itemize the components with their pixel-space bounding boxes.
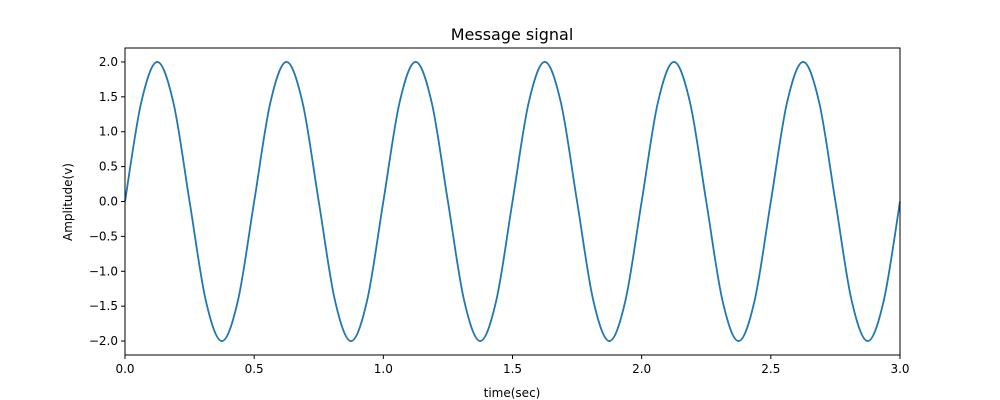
x-tick-label: 0.0 <box>115 362 134 376</box>
y-tick-label: 1.5 <box>99 90 118 104</box>
y-tick-label: 1.0 <box>99 125 118 139</box>
y-tick-label: 0.5 <box>99 160 118 174</box>
y-axis: 2.0 1.5 1.0 0.5 0.0 −0.5 −1.0 −1.5 −2.0 <box>89 55 125 348</box>
x-tick-label: 1.5 <box>503 362 522 376</box>
x-axis-label: time(sec) <box>484 386 541 400</box>
x-tick-label: 3.0 <box>890 362 909 376</box>
y-axis-label: Amplitude(v) <box>61 163 75 241</box>
x-tick-label: 1.0 <box>374 362 393 376</box>
y-tick-label: −1.0 <box>89 264 118 278</box>
y-tick-label: −2.0 <box>89 334 118 348</box>
series-line-0 <box>124 61 901 342</box>
x-tick-label: 2.0 <box>632 362 651 376</box>
y-tick-label: −1.5 <box>89 299 118 313</box>
x-tick-label: 2.5 <box>761 362 780 376</box>
plot-area <box>124 61 901 342</box>
chart-title: Message signal <box>451 25 574 44</box>
y-tick-label: 0.0 <box>99 195 118 209</box>
y-tick-label: −0.5 <box>89 229 118 243</box>
x-tick-label: 0.5 <box>245 362 264 376</box>
x-axis: 0.0 0.5 1.0 1.5 2.0 2.5 3.0 <box>115 355 910 376</box>
y-tick-label: 2.0 <box>99 55 118 69</box>
